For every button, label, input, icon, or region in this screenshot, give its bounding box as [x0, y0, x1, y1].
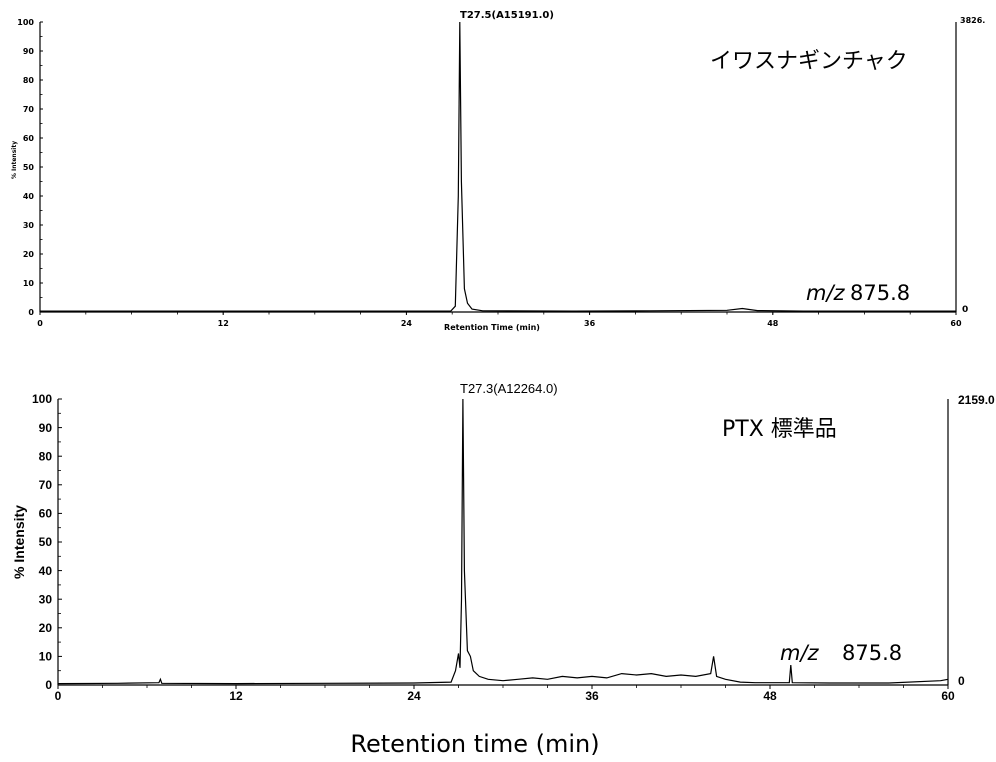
- bottom-y-tick-label: 40: [39, 564, 53, 578]
- top-x-tick-label: 12: [218, 319, 229, 328]
- bottom-x-tick-label: 36: [585, 689, 599, 703]
- bottom-chromatogram-panel: 0 10 20 30 40 50 60 70 80 90 100 0 12 24 36 48 60 T27.3(…: [11, 381, 995, 703]
- bottom-right-axis-top-label: 2159.0: [958, 393, 995, 407]
- top-y-tick-label: 70: [23, 105, 35, 114]
- top-y-axis-label: % Intensity: [11, 141, 18, 179]
- top-sample-label: イワスナギンチャク: [710, 49, 908, 74]
- bottom-tick-labels: 0 10 20 30 40 50 60 70 80 90 100 0 12 24 36 48 60: [32, 392, 955, 703]
- top-peak-label: T27.5(A15191.0): [460, 10, 554, 21]
- top-x-tick-label: 24: [401, 319, 413, 328]
- bottom-right-axis-bottom-label: 0: [958, 674, 965, 688]
- bottom-y-tick-label: 50: [39, 535, 53, 549]
- top-right-axis-top-label: 3826.: [960, 16, 985, 25]
- top-mz-prefix: m/z: [806, 281, 846, 305]
- shared-x-axis-label: Retention time (min): [350, 730, 599, 758]
- bottom-y-axis-label: % Intensity: [11, 505, 27, 579]
- top-y-tick-label: 60: [23, 134, 35, 143]
- bottom-mz-value: 875.8: [842, 641, 902, 665]
- top-y-tick-label: 0: [28, 308, 34, 317]
- top-x-tick-label: 60: [950, 319, 962, 328]
- bottom-y-tick-label: 60: [39, 507, 53, 521]
- bottom-axes: [57, 398, 949, 689]
- top-y-tick-label: 40: [23, 192, 35, 201]
- top-y-tick-label: 20: [23, 250, 35, 259]
- bottom-mz-prefix: m/z: [780, 641, 820, 665]
- top-trace-line: [40, 21, 956, 312]
- top-y-tick-label: 10: [23, 279, 35, 288]
- top-y-tick-label: 80: [23, 76, 35, 85]
- top-mz-value: 875.8: [850, 281, 910, 305]
- top-x-tick-label: 48: [767, 319, 779, 328]
- top-x-tick-label: 0: [37, 319, 43, 328]
- top-x-tick-label: 36: [584, 319, 596, 328]
- bottom-x-tick-label: 60: [941, 689, 955, 703]
- bottom-y-tick-label: 100: [32, 392, 52, 406]
- bottom-sample-label: PTX 標準品: [722, 417, 837, 442]
- bottom-y-tick-label: 80: [39, 449, 53, 463]
- top-right-axis-bottom-label: 0: [962, 305, 968, 315]
- top-chromatogram-panel: 0 10 20 30 40 50 60 70 80 90 100 0 12 24 36 48 60 T27.5(…: [11, 10, 985, 332]
- bottom-x-tick-label: 48: [763, 689, 777, 703]
- bottom-x-tick-label: 24: [407, 689, 421, 703]
- bottom-y-tick-label: 20: [39, 621, 53, 635]
- bottom-x-tick-label: 0: [55, 689, 62, 703]
- bottom-trace-line: [57, 398, 949, 685]
- bottom-x-tick-label: 12: [229, 689, 243, 703]
- top-y-tick-label: 50: [23, 163, 35, 172]
- bottom-y-tick-label: 0: [45, 678, 52, 692]
- bottom-y-tick-label: 90: [39, 421, 53, 435]
- top-x-axis-label: Retention Time (min): [444, 323, 540, 332]
- top-y-tick-label: 100: [17, 18, 34, 27]
- bottom-y-tick-label: 70: [39, 478, 53, 492]
- top-tick-labels: 0 10 20 30 40 50 60 70 80 90 100 0 12 24 36 48 60: [17, 18, 962, 328]
- top-y-tick-label: 90: [23, 47, 35, 56]
- bottom-y-tick-label: 10: [39, 650, 53, 664]
- bottom-peak-label: T27.3(A12264.0): [460, 381, 558, 396]
- top-axes: [39, 21, 957, 315]
- top-y-tick-label: 30: [23, 221, 35, 230]
- bottom-y-tick-label: 30: [39, 592, 53, 606]
